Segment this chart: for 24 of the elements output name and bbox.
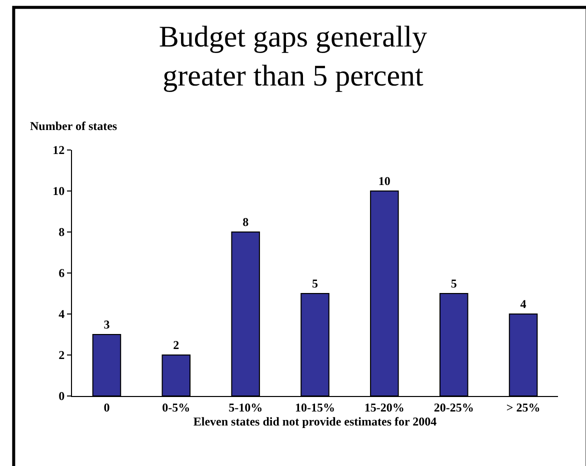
data-label: 5 [312, 276, 318, 290]
x-tick-label: 10-15% [295, 400, 335, 414]
x-tick-label: 5-10% [228, 400, 263, 414]
x-tick-label: 20-25% [434, 400, 474, 414]
y-tick-label: 8 [58, 225, 65, 240]
data-label: 2 [173, 338, 180, 352]
data-label: 4 [520, 297, 526, 311]
data-label: 8 [242, 215, 249, 229]
chart-title: Budget gaps generally greater than 5 percent [158, 20, 428, 93]
data-label: 3 [104, 318, 110, 332]
y-axis-title: Number of states [30, 119, 118, 133]
x-tick-label: 15-20% [364, 400, 404, 414]
x-tick-label: 0 [104, 400, 110, 414]
y-tick-label: 2 [58, 348, 65, 362]
y-tick-label: 12 [52, 143, 65, 158]
y-tick-label: 6 [58, 266, 65, 280]
data-label: 5 [450, 276, 457, 290]
x-tick-label: 0-5% [162, 400, 190, 414]
data-label: 10 [378, 174, 390, 188]
x-tick-label: > 25% [506, 400, 540, 414]
x-axis-title: Eleven states did not provide estimates for 2004 [193, 414, 437, 428]
y-tick-label: 0 [58, 389, 65, 404]
y-tick-label: 10 [52, 184, 65, 198]
y-tick-label: 4 [58, 307, 65, 322]
